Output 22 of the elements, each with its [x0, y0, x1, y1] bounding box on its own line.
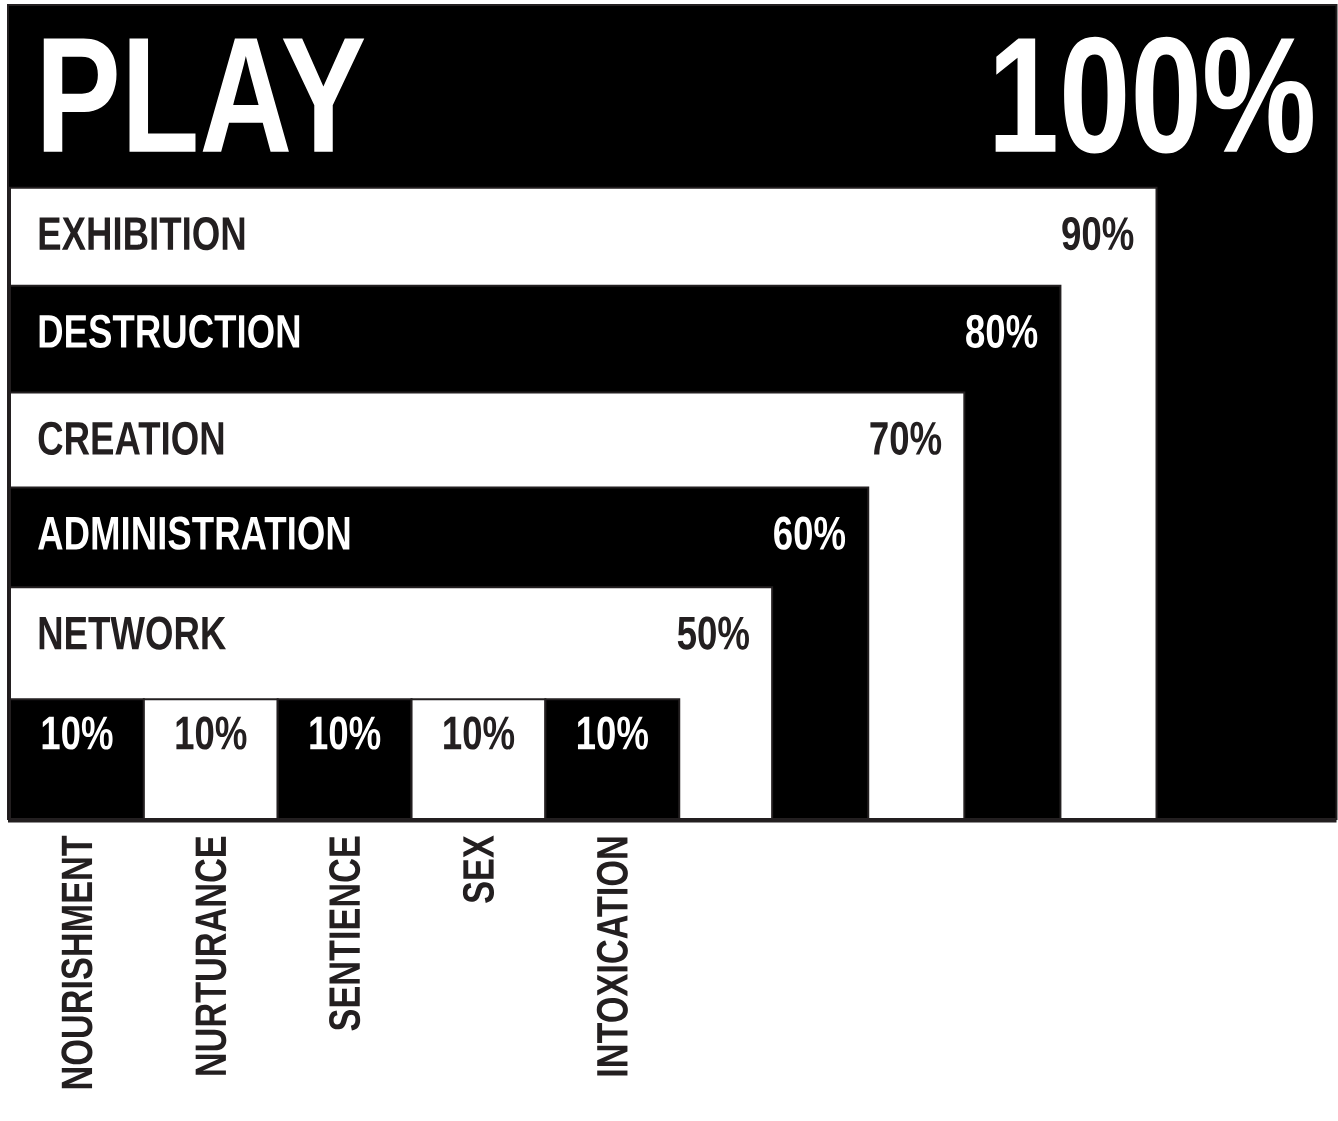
category-label: PLAY [43, 38, 365, 152]
category-label: CREATION [38, 421, 224, 456]
category-label: NETWORK [39, 616, 226, 650]
category-label: SENTIENCE [329, 836, 361, 1031]
data-label: 90% [1062, 217, 1134, 251]
data-label: 50% [677, 616, 749, 650]
data-label: 70% [870, 421, 942, 456]
category-label: ADMINISTRATION [38, 516, 350, 550]
data-label: 10% [310, 716, 381, 750]
category-label: NURTURANCE [195, 836, 227, 1075]
category-label: SEX [462, 835, 495, 903]
category-label: NOURISHMENT [61, 835, 93, 1089]
data-label: 80% [966, 314, 1038, 349]
data-label: 10% [176, 716, 247, 750]
data-label: 10% [42, 716, 113, 750]
category-label: EXHIBITION [39, 217, 245, 251]
data-label: 100% [995, 36, 1313, 154]
category-label: INTOXICATION [596, 837, 628, 1076]
data-label: 10% [577, 716, 648, 750]
data-label: 60% [774, 516, 846, 550]
data-label: 10% [444, 716, 515, 750]
category-label: DESTRUCTION [39, 314, 300, 349]
